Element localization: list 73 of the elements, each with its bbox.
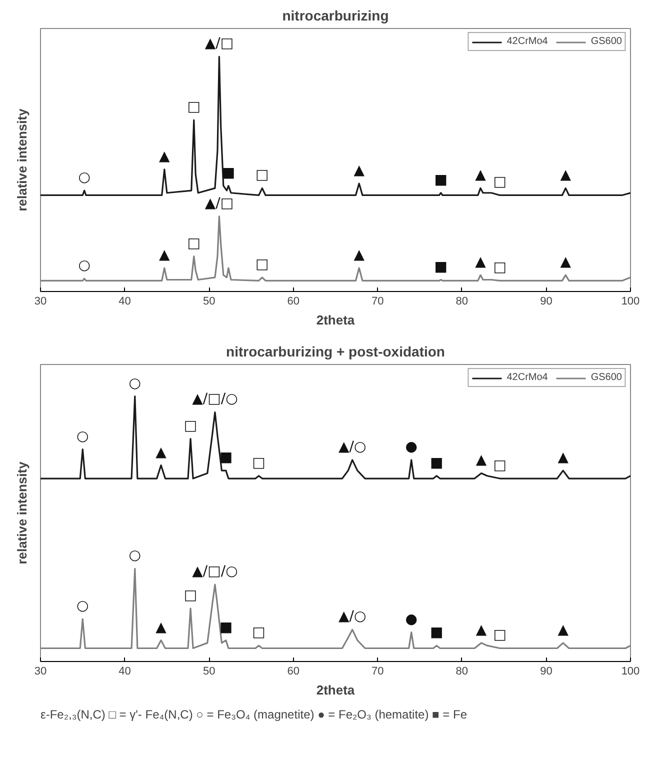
annotation: ▲ bbox=[475, 254, 486, 270]
annotation: ▲ bbox=[560, 167, 572, 184]
annotation: ▲ bbox=[156, 619, 167, 636]
annotation: ○ bbox=[76, 428, 89, 444]
legend-label: 42CrMo4 bbox=[506, 36, 548, 47]
annotation: ▲ bbox=[558, 450, 569, 466]
x-tick-label: 50 bbox=[202, 666, 216, 678]
annotation: □ bbox=[493, 627, 506, 644]
annotation: ▲ bbox=[475, 167, 486, 184]
x-axis-title: 2theta bbox=[316, 682, 356, 698]
annotation: ■ bbox=[434, 172, 448, 188]
x-axis-title: 2theta bbox=[316, 312, 356, 328]
annotation: ▲/□/○ bbox=[192, 564, 238, 580]
annotation: ● bbox=[405, 438, 418, 455]
x-tick-label: 70 bbox=[372, 296, 384, 308]
annotation: ▲ bbox=[156, 444, 167, 460]
x-tick-label: 90 bbox=[540, 296, 552, 308]
x-tick-label: 60 bbox=[287, 296, 300, 308]
annotation: □ bbox=[184, 587, 198, 604]
annotation: ▲ bbox=[354, 247, 365, 264]
annotation: □ bbox=[256, 167, 269, 184]
annotation: ▲ bbox=[476, 622, 487, 638]
annotation: ■ bbox=[430, 454, 444, 471]
annotation: □ bbox=[493, 174, 506, 190]
annotation: ▲/□ bbox=[204, 195, 234, 212]
annotation: □ bbox=[256, 256, 269, 272]
annotation: ▲ bbox=[354, 162, 365, 178]
annotation: □ bbox=[187, 235, 201, 252]
annotation: ■ bbox=[219, 450, 233, 466]
annotation: ▲/□/○ bbox=[192, 391, 238, 408]
annotation: □ bbox=[493, 260, 506, 276]
annotation: □ bbox=[187, 99, 201, 116]
chart-title: nitrocarburizing bbox=[282, 8, 389, 24]
annotation: ■ bbox=[219, 619, 233, 636]
annotation: ○ bbox=[128, 548, 142, 564]
annotation: ▲ bbox=[560, 254, 572, 270]
x-tick-label: 30 bbox=[34, 666, 47, 678]
x-tick-label: 70 bbox=[372, 666, 384, 678]
x-tick-label: 30 bbox=[34, 296, 47, 308]
annotation: ▲ bbox=[558, 622, 569, 638]
x-tick-label: 40 bbox=[118, 296, 131, 308]
annotation: ▲ bbox=[476, 452, 487, 468]
text: ε-Fe₂,₃(N,C) □ = γ'- Fe₄(N,C) ○ = Fe₃O₄ (magnetite) ● = Fe₂O₃ (hematite) ■ = Fe bbox=[40, 708, 468, 722]
y-axis-title: relative intensity bbox=[14, 108, 30, 212]
annotation: ○ bbox=[78, 170, 90, 186]
x-tick-label: 60 bbox=[287, 666, 300, 678]
x-tick-label: 100 bbox=[621, 296, 640, 308]
chart-title: nitrocarburizing + post-oxidation bbox=[226, 344, 445, 360]
annotation: ▲/□ bbox=[204, 36, 234, 52]
annotation: ▲/○ bbox=[338, 438, 366, 455]
x-tick-label: 80 bbox=[456, 296, 468, 308]
x-tick-label: 90 bbox=[540, 666, 552, 678]
annotation: ▲ bbox=[159, 148, 170, 164]
legend-label: GS600 bbox=[590, 36, 622, 47]
annotation: ■ bbox=[434, 258, 448, 275]
annotation: □ bbox=[252, 454, 266, 471]
annotation: ▲/○ bbox=[338, 608, 366, 625]
annotation: ○ bbox=[128, 375, 142, 392]
annotation: ■ bbox=[430, 624, 444, 641]
annotation: □ bbox=[184, 418, 198, 434]
x-tick-label: 100 bbox=[621, 666, 640, 678]
annotation: ▲ bbox=[159, 247, 170, 264]
legend-label: GS600 bbox=[590, 372, 622, 383]
legend-label: 42CrMo4 bbox=[506, 372, 548, 383]
x-tick-label: 80 bbox=[456, 666, 468, 678]
x-tick-label: 40 bbox=[118, 666, 131, 678]
x-tick-label: 50 bbox=[202, 296, 216, 308]
annotation: ○ bbox=[78, 258, 90, 274]
annotation: ● bbox=[405, 611, 418, 628]
annotation: □ bbox=[493, 458, 506, 474]
y-axis-title: relative intensity bbox=[14, 460, 30, 564]
annotation: □ bbox=[252, 624, 266, 641]
annotation: ○ bbox=[76, 598, 89, 614]
